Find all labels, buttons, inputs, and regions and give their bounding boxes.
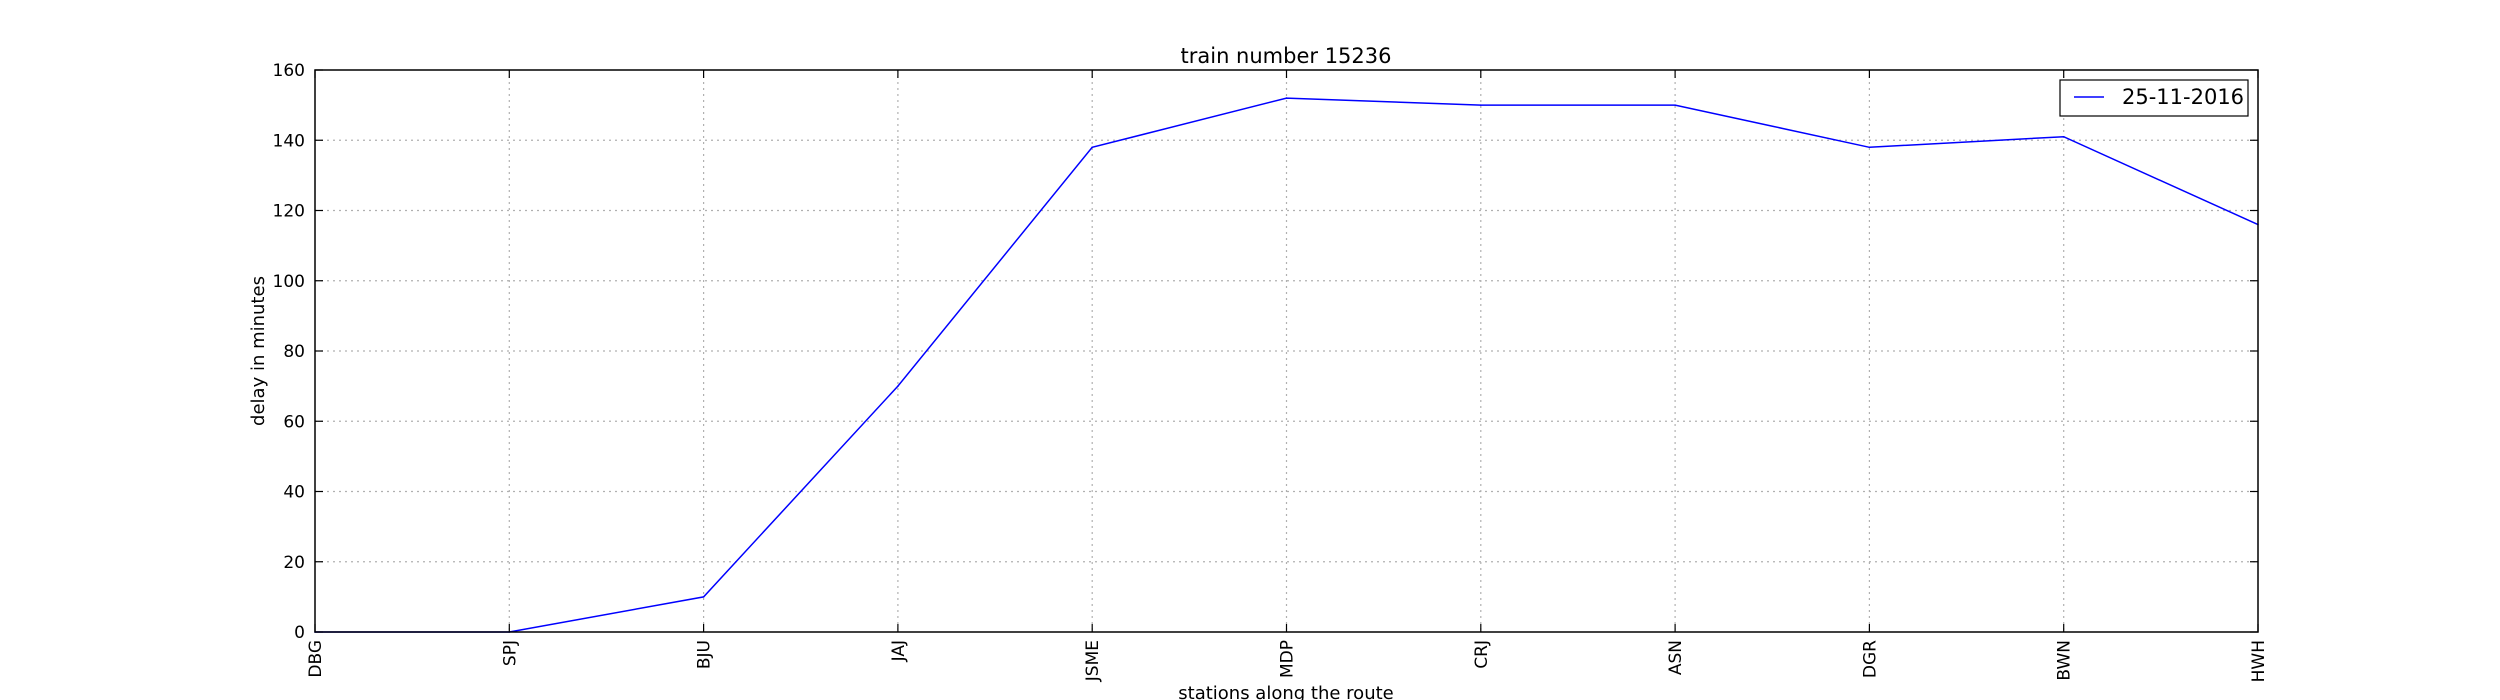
legend-entry-label: 25-11-2016 bbox=[2122, 85, 2244, 109]
x-tick-label: JSME bbox=[1083, 640, 1103, 682]
grid-lines bbox=[315, 70, 2258, 632]
x-tick-label: DBG bbox=[306, 640, 326, 678]
data-point bbox=[1674, 104, 1676, 106]
x-tick-label: BJU bbox=[695, 640, 715, 669]
y-tick-label: 100 bbox=[273, 272, 305, 292]
data-point bbox=[897, 385, 899, 387]
data-point bbox=[1285, 97, 1288, 99]
y-axis-label: delay in minutes bbox=[248, 276, 269, 426]
data-point bbox=[702, 596, 705, 598]
y-tick-label: 0 bbox=[294, 623, 305, 643]
x-tick-label: DGR bbox=[1860, 640, 1880, 678]
x-tick-label: ASN bbox=[1666, 640, 1686, 675]
legend: 25-11-2016 bbox=[2059, 79, 2249, 117]
legend-box bbox=[2059, 79, 2249, 117]
x-tick-label: HWH bbox=[2249, 640, 2269, 682]
y-tick-label: 40 bbox=[283, 483, 305, 503]
data-point bbox=[1868, 146, 1871, 149]
data-point bbox=[2062, 135, 2065, 138]
x-tick-label: MDP bbox=[1278, 640, 1298, 678]
y-tick-label: 80 bbox=[283, 342, 305, 362]
data-point bbox=[1091, 146, 1093, 149]
y-tick-label: 140 bbox=[273, 131, 305, 151]
chart-title: train number 15236 bbox=[1181, 44, 1392, 68]
data-point bbox=[1480, 104, 1482, 106]
x-tick-label: SPJ bbox=[500, 640, 520, 666]
y-tick-label: 60 bbox=[283, 412, 305, 432]
y-tick-label: 120 bbox=[273, 202, 305, 222]
x-tick-label: BWN bbox=[2055, 640, 2075, 681]
x-tick-label: CRJ bbox=[1472, 640, 1492, 669]
x-axis-label: stations along the route bbox=[1178, 683, 1393, 700]
x-tick-label: JAJ bbox=[889, 640, 909, 662]
y-tick-label: 20 bbox=[283, 553, 305, 573]
y-tick-label: 160 bbox=[273, 61, 305, 81]
axis-ticks: 0 20 40 60 80 100 120 140 160 DBG SPJ BJU JAJ JSME MDP… bbox=[273, 61, 2269, 682]
